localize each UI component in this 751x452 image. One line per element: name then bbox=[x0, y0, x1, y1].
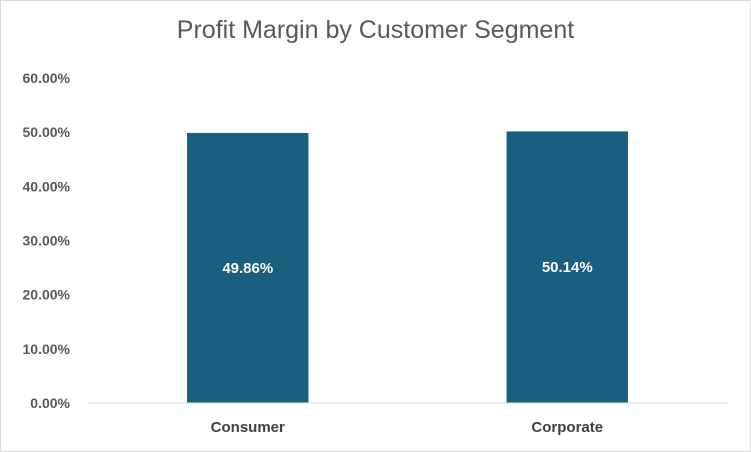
y-tick-label: 10.00% bbox=[23, 341, 71, 357]
x-tick-label: Consumer bbox=[211, 419, 285, 436]
x-tick-label: Corporate bbox=[531, 419, 603, 436]
data-label: 50.14% bbox=[542, 259, 593, 276]
y-tick-label: 50.00% bbox=[23, 124, 71, 140]
y-tick-label: 60.00% bbox=[23, 70, 71, 86]
bar-corporate bbox=[506, 131, 628, 404]
data-label: 49.86% bbox=[222, 260, 273, 277]
y-axis: 0.00% 10.00% 20.00% 30.00% 40.00% 50.00% 60.00… bbox=[23, 70, 71, 411]
chart-title: Profit Margin by Customer Segment bbox=[176, 16, 575, 44]
bars bbox=[187, 131, 628, 404]
x-axis: Consumer Corporate bbox=[211, 419, 603, 436]
bar-consumer bbox=[187, 132, 309, 404]
data-labels: 49.86% 50.14% bbox=[222, 259, 592, 277]
y-tick-label: 40.00% bbox=[23, 178, 71, 194]
y-tick-label: 0.00% bbox=[30, 395, 70, 411]
y-tick-label: 20.00% bbox=[23, 287, 71, 303]
y-tick-label: 30.00% bbox=[23, 233, 71, 249]
